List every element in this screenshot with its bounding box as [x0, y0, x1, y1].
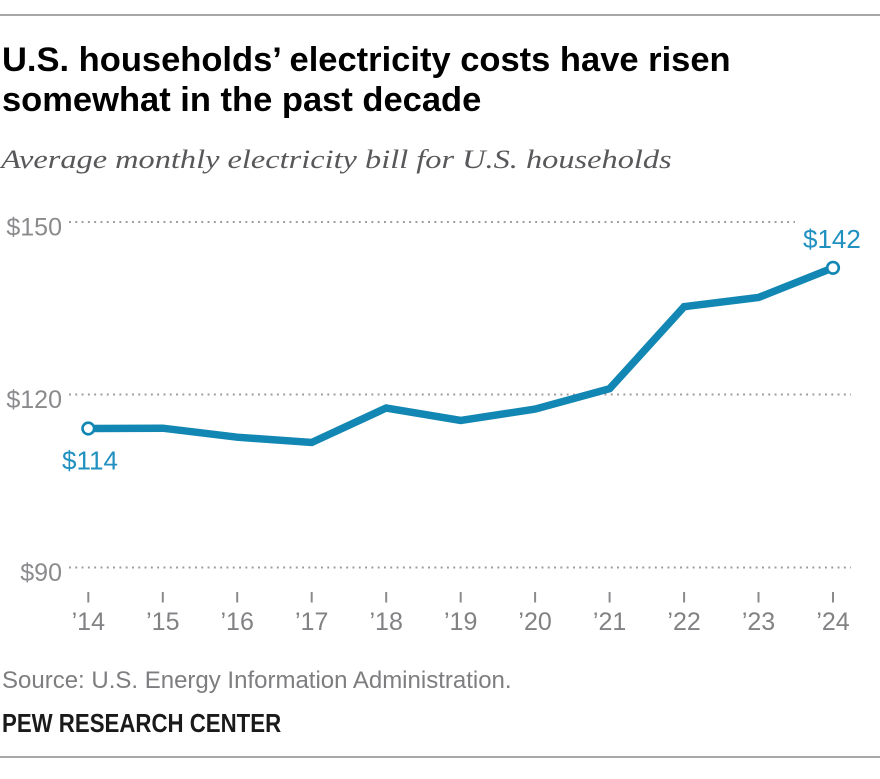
svg-text:$114: $114: [62, 446, 118, 476]
svg-text:’17: ’17: [295, 608, 328, 636]
svg-text:’22: ’22: [667, 608, 700, 636]
svg-text:’18: ’18: [370, 608, 403, 636]
svg-text:$150: $150: [6, 214, 62, 242]
svg-text:’24: ’24: [816, 608, 849, 636]
svg-text:’20: ’20: [518, 608, 551, 636]
svg-text:’14: ’14: [72, 608, 105, 636]
svg-text:’16: ’16: [221, 608, 254, 636]
svg-text:’15: ’15: [146, 608, 179, 636]
svg-text:$120: $120: [6, 386, 62, 414]
svg-text:’23: ’23: [742, 608, 775, 636]
svg-text:’21: ’21: [593, 608, 626, 636]
svg-text:’19: ’19: [444, 608, 477, 636]
svg-text:$142: $142: [803, 224, 861, 254]
svg-text:$90: $90: [20, 559, 62, 587]
